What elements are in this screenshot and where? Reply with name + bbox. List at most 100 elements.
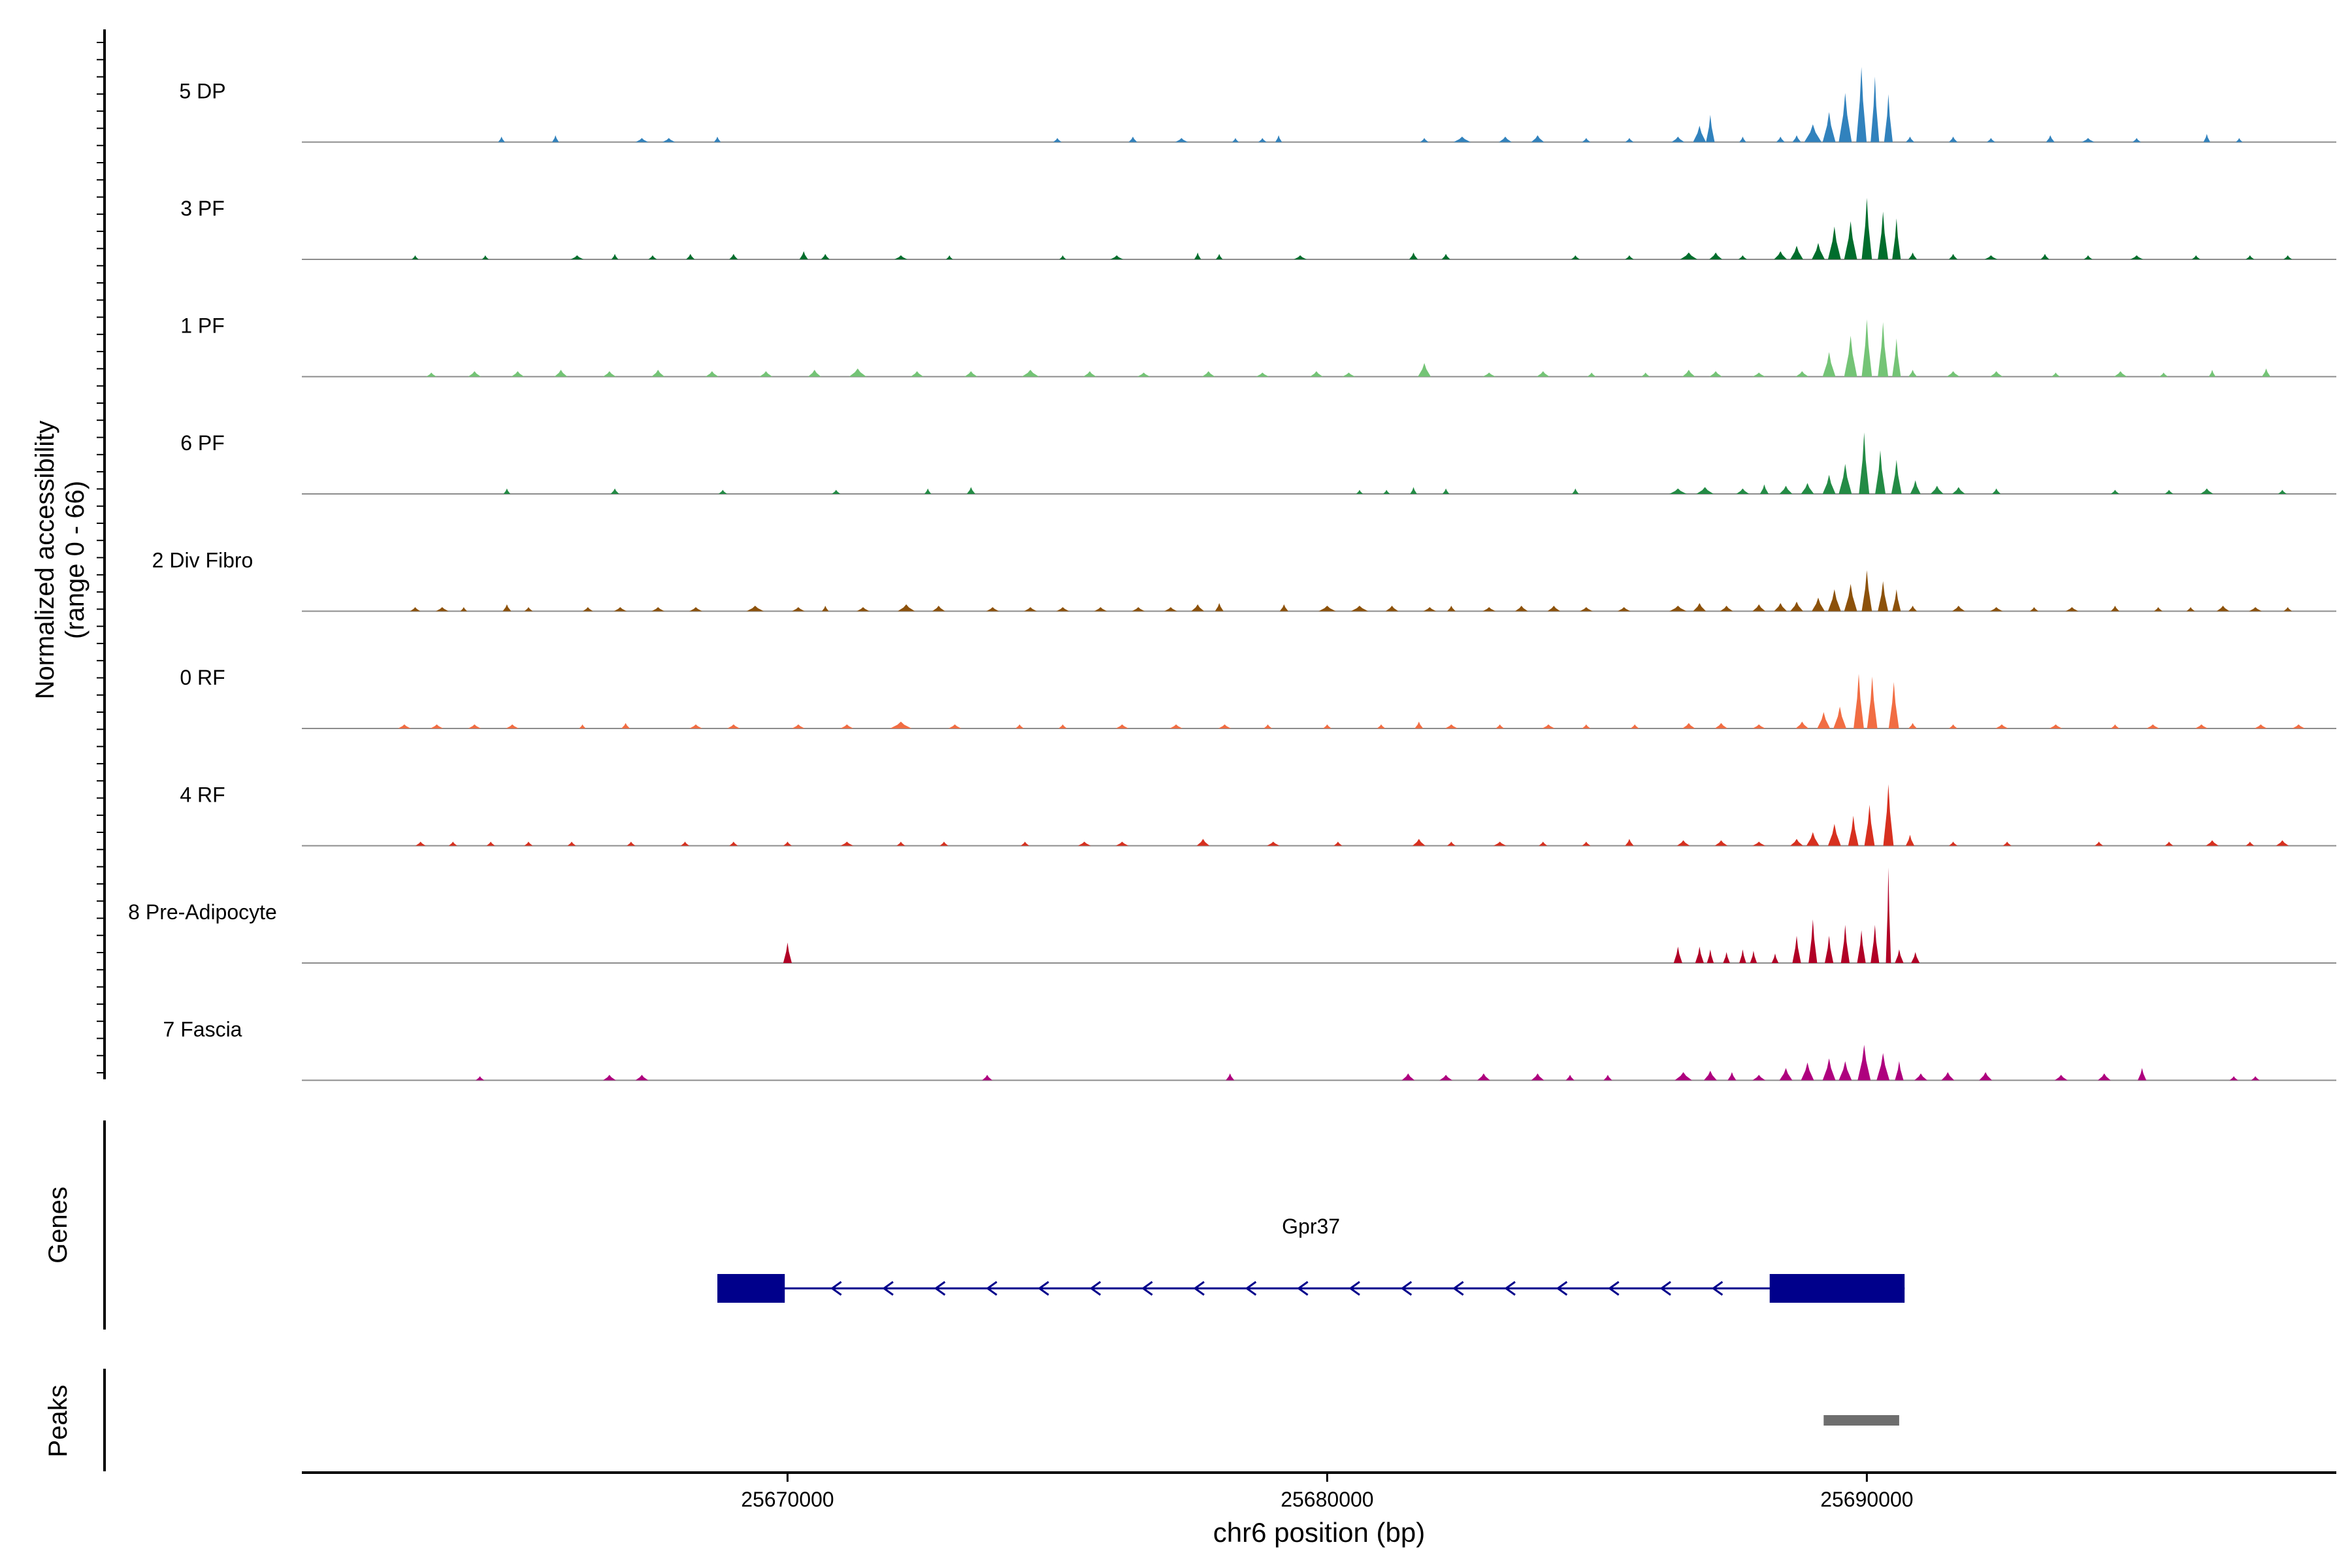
coverage-peak bbox=[1256, 372, 1269, 377]
coverage-peak bbox=[1892, 589, 1901, 612]
coverage-peak bbox=[1215, 603, 1224, 612]
coverage-peak bbox=[729, 253, 738, 259]
coverage-peak bbox=[1226, 1073, 1235, 1081]
coverage-peak bbox=[799, 251, 808, 259]
coverage-peak bbox=[1952, 606, 1965, 612]
track-label: 2 Div Fibro bbox=[152, 549, 253, 572]
strand-arrow bbox=[882, 1281, 894, 1296]
coverage-peak bbox=[1752, 372, 1766, 377]
coverage-peak bbox=[1350, 606, 1369, 612]
coverage-peak bbox=[1215, 253, 1223, 259]
coverage-peak bbox=[1856, 67, 1867, 142]
coverage-peak bbox=[2114, 371, 2127, 377]
strand-arrow bbox=[1659, 1281, 1671, 1296]
coverage-peak bbox=[792, 607, 805, 612]
peak-regions bbox=[1823, 1415, 1899, 1426]
coverage-peak bbox=[1857, 930, 1866, 963]
coverage-peak bbox=[1864, 804, 1875, 846]
coverage-peak bbox=[2130, 255, 2144, 259]
coverage-peak bbox=[1191, 604, 1205, 612]
coverage-peak bbox=[1021, 841, 1030, 846]
coverage-peak bbox=[1385, 606, 1399, 612]
coverage-peak bbox=[1706, 114, 1715, 142]
coverage-peak bbox=[713, 137, 721, 142]
genes-panel-label: Genes bbox=[44, 1186, 73, 1264]
coverage-peak bbox=[832, 489, 841, 494]
coverage-peak bbox=[2195, 724, 2208, 728]
strand-arrow bbox=[1141, 1281, 1153, 1296]
coverage-peak bbox=[579, 724, 586, 728]
coverage-peak bbox=[506, 724, 519, 728]
coverage-y-axis bbox=[97, 29, 106, 1079]
gene-exon bbox=[717, 1274, 785, 1303]
coverage-peak bbox=[964, 371, 978, 377]
track-label: 0 RF bbox=[180, 666, 225, 689]
coverage-peak bbox=[1401, 1073, 1415, 1081]
coverage-peak bbox=[1582, 138, 1591, 142]
coverage-peak bbox=[460, 607, 468, 612]
coverage-peak bbox=[602, 371, 616, 377]
coverage-peak bbox=[1446, 841, 1456, 846]
coverage-peak bbox=[426, 372, 437, 377]
coverage-peak bbox=[1539, 841, 1548, 846]
coverage-peak bbox=[1310, 371, 1323, 377]
coverage-peak bbox=[1806, 832, 1820, 846]
coverage-peak bbox=[1542, 724, 1555, 728]
coverage-peak bbox=[1453, 137, 1471, 142]
coverage-peak bbox=[1294, 255, 1307, 259]
coverage-peak bbox=[1752, 841, 1766, 846]
coverage-peak bbox=[1021, 370, 1039, 377]
coverage-peak bbox=[1128, 137, 1137, 142]
coverage-peak bbox=[2110, 606, 2119, 612]
coverage-peak bbox=[1992, 488, 2001, 494]
coverage-peak bbox=[1995, 724, 2008, 728]
coverage-peak bbox=[1441, 253, 1450, 259]
coverage-peak bbox=[1015, 724, 1024, 728]
coverage-peak bbox=[1094, 607, 1107, 612]
coverage-peak bbox=[727, 724, 740, 728]
coverage-peak bbox=[502, 604, 512, 612]
coverage-peak bbox=[2132, 138, 2141, 142]
coverage-peak bbox=[1175, 138, 1188, 142]
coverage-peak bbox=[2249, 607, 2262, 612]
coverage-peak bbox=[2186, 607, 2195, 612]
coverage-peak bbox=[897, 604, 915, 612]
coverage-peak bbox=[746, 606, 764, 612]
coverage-peak bbox=[1739, 949, 1746, 963]
coverage-peak bbox=[1771, 953, 1779, 963]
strand-arrow bbox=[830, 1281, 842, 1296]
coverage-peak bbox=[894, 255, 907, 259]
coverage-peak bbox=[729, 841, 738, 846]
coverage-peak bbox=[524, 841, 533, 846]
coverage-peak bbox=[2146, 724, 2160, 728]
coverage-peak bbox=[398, 724, 411, 728]
coverage-peak bbox=[511, 371, 525, 377]
coverage-peak bbox=[2229, 1076, 2238, 1081]
coverage-peak bbox=[2292, 724, 2306, 728]
coverage-peak bbox=[2203, 134, 2210, 142]
coverage-peak bbox=[1418, 363, 1431, 377]
coverage-peak bbox=[1795, 721, 1809, 728]
track-label: 3 PF bbox=[180, 197, 225, 220]
coverage-peak bbox=[1342, 372, 1356, 377]
strand-arrow bbox=[934, 1281, 946, 1296]
coverage-peak bbox=[415, 841, 426, 846]
gene-exon bbox=[1769, 1274, 1905, 1303]
coverage-peak bbox=[1891, 459, 1902, 494]
coverage-peak bbox=[1714, 723, 1728, 728]
coverage-peak bbox=[1892, 218, 1901, 259]
coverage-peak bbox=[1795, 371, 1809, 377]
coverage-peak bbox=[1377, 724, 1386, 728]
coverage-peak bbox=[662, 138, 676, 142]
coverage-peak bbox=[1910, 480, 1921, 494]
coverage-peak bbox=[1812, 597, 1825, 612]
peaks-panel: Peaks bbox=[44, 1369, 1899, 1471]
coverage-peak bbox=[1861, 319, 1872, 377]
peaks-panel-label: Peaks bbox=[44, 1384, 73, 1457]
coverage-peak bbox=[1870, 924, 1880, 963]
coverage-peak bbox=[554, 370, 568, 377]
coverage-peak bbox=[932, 606, 945, 612]
coverage-peak bbox=[1445, 724, 1458, 728]
coverage-peak bbox=[849, 368, 866, 377]
